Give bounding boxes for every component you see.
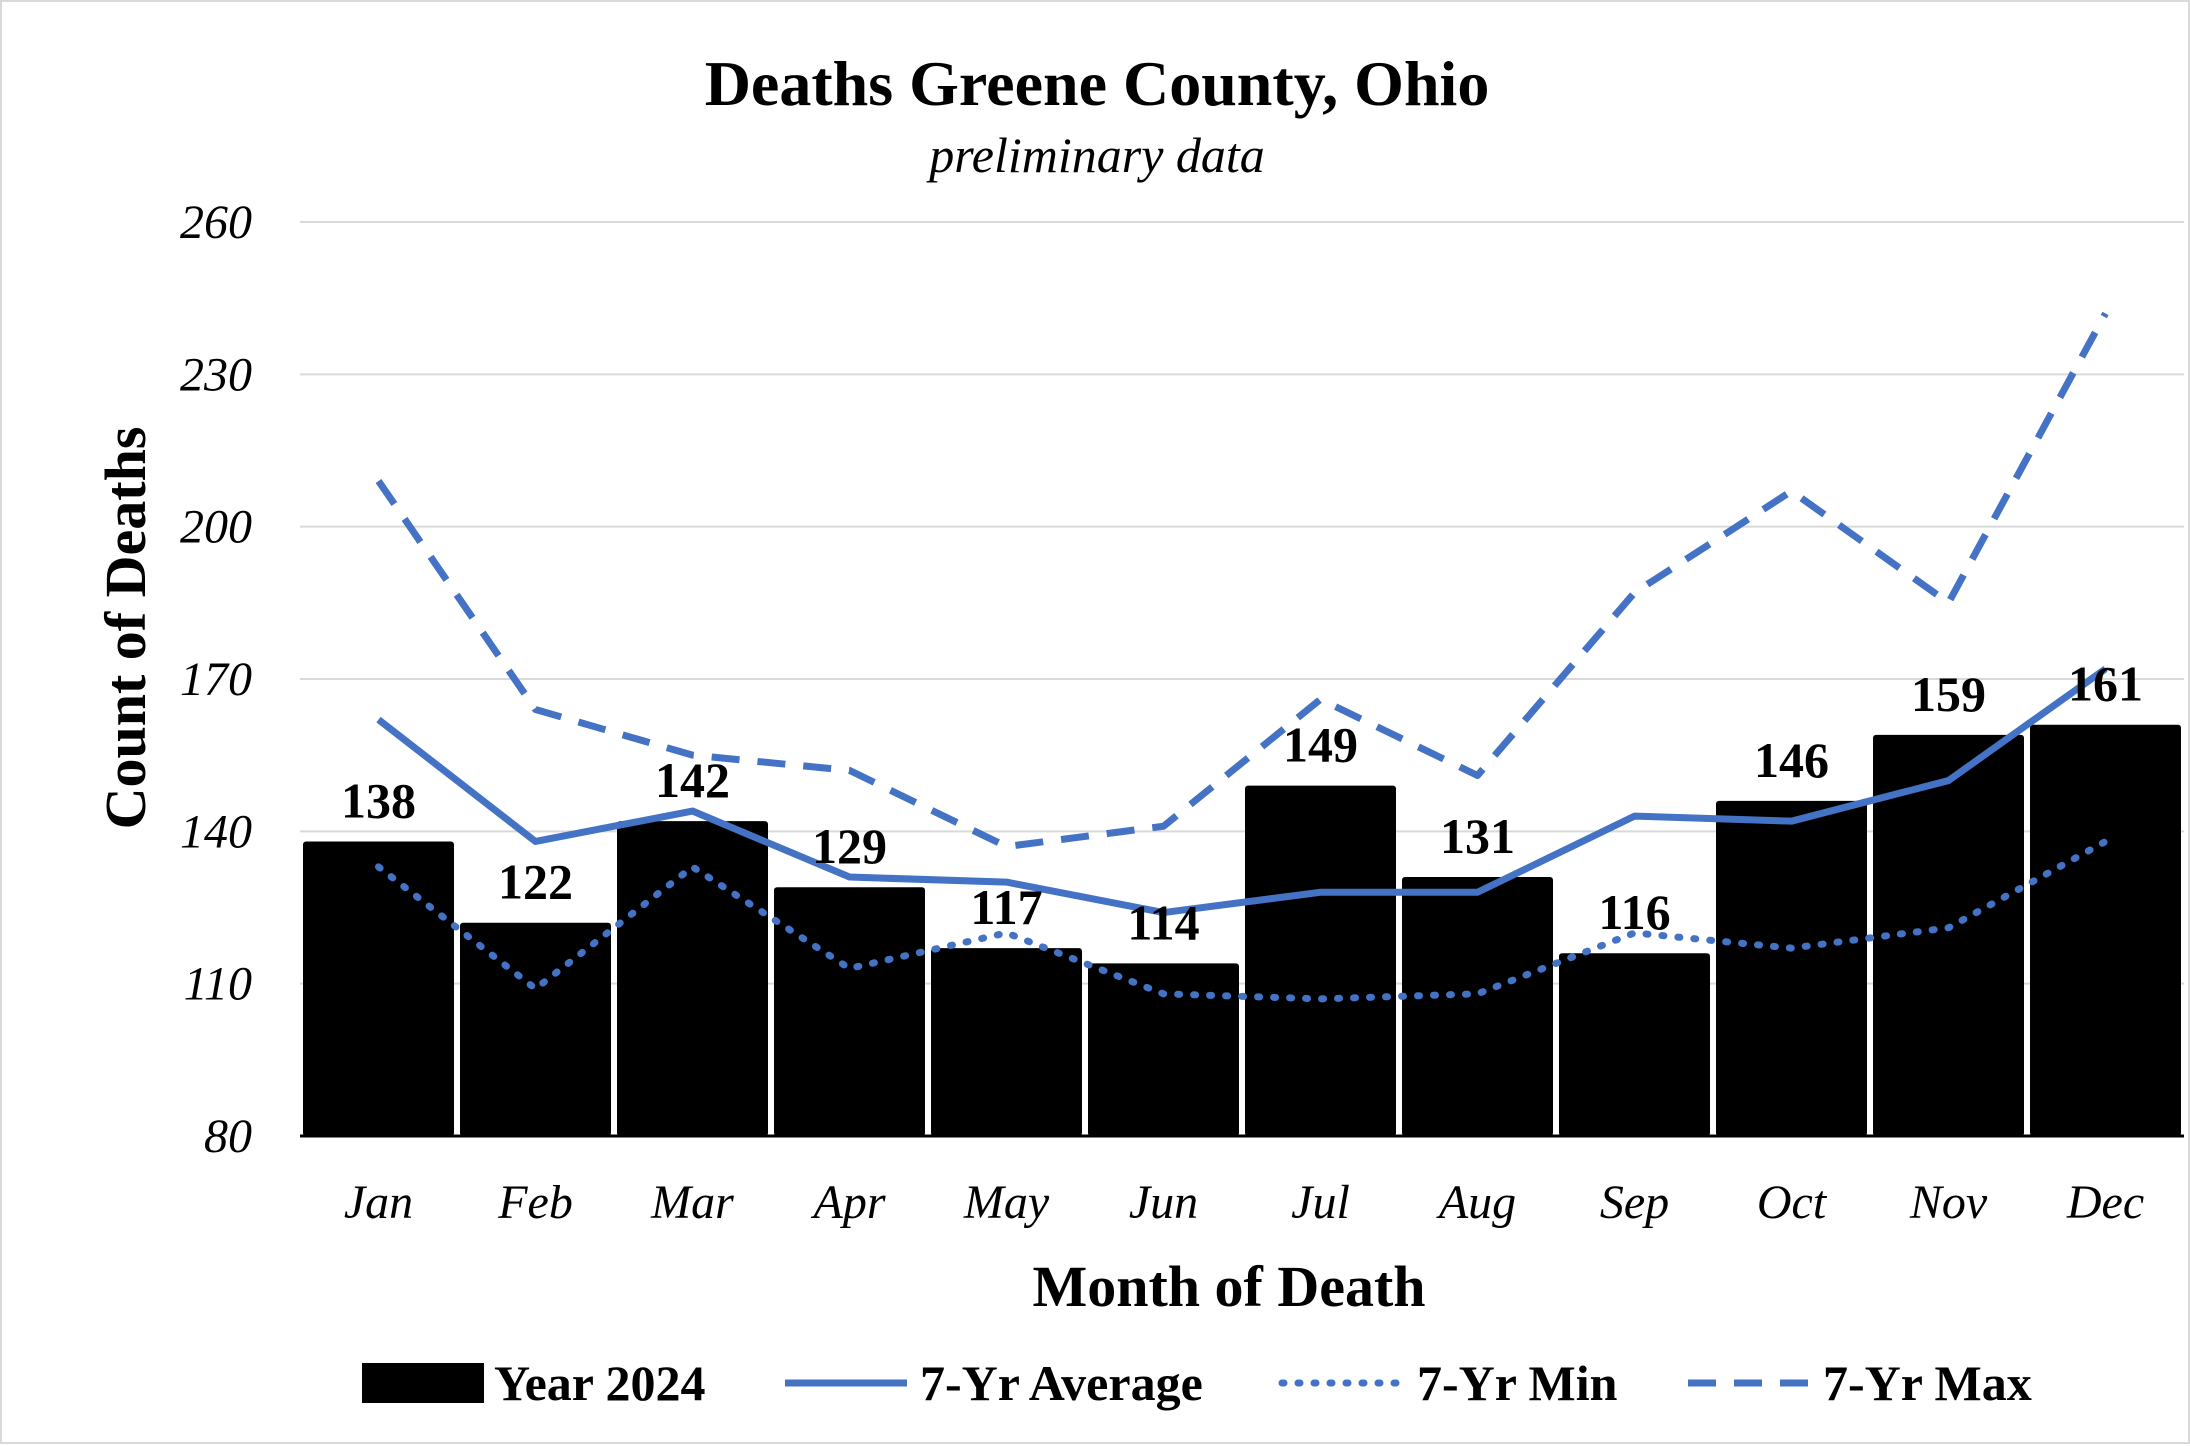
y-tick-label: 200 — [180, 501, 252, 554]
data-label: 129 — [812, 818, 887, 874]
line-series — [375, 311, 2109, 1003]
x-tick-label: Dec — [2066, 1176, 2144, 1229]
y-axis-ticks: 80 110 140 170 200 230 260 — [180, 196, 252, 1163]
y-tick-label: 170 — [180, 653, 252, 706]
legend-label: 7-Yr Min — [1417, 1355, 1618, 1411]
x-axis-label: Month of Death — [1032, 1254, 1425, 1319]
data-label: 131 — [1440, 808, 1515, 864]
data-label: 117 — [970, 879, 1042, 935]
y-axis-label: Count of Deaths — [93, 427, 158, 830]
y-tick-label: 140 — [180, 805, 252, 858]
series-line — [375, 311, 2109, 851]
x-tick-label: Apr — [811, 1176, 886, 1229]
data-label: 122 — [498, 854, 573, 910]
legend-item: 7-Yr Max — [1688, 1355, 2032, 1411]
bar — [1402, 877, 1553, 1136]
x-tick-label: Mar — [650, 1176, 734, 1229]
series-line — [375, 837, 2109, 1003]
bar — [1088, 963, 1239, 1136]
bar — [460, 922, 611, 1136]
x-tick-label: Aug — [1436, 1176, 1516, 1229]
legend-label: Year 2024 — [494, 1355, 706, 1411]
legend-item: 7-Yr Average — [785, 1355, 1203, 1411]
chart-subtitle: preliminary data — [926, 127, 1265, 183]
x-tick-label: Nov — [1909, 1176, 1988, 1229]
data-label: 146 — [1754, 732, 1829, 788]
x-tick-label: Feb — [497, 1176, 573, 1229]
bar — [2030, 724, 2181, 1136]
bar-series — [303, 724, 2181, 1136]
data-label: 138 — [341, 772, 416, 828]
data-label: 116 — [1598, 884, 1670, 940]
legend-item: 7-Yr Min — [1278, 1355, 1618, 1411]
legend-label: 7-Yr Max — [1823, 1355, 2032, 1411]
x-tick-label: Jul — [1291, 1176, 1350, 1229]
x-tick-label: Jun — [1129, 1176, 1198, 1229]
bar — [1245, 785, 1396, 1136]
chart-title: Deaths Greene County, Ohio — [705, 48, 1490, 119]
bar — [303, 841, 454, 1136]
y-tick-label: 260 — [180, 196, 252, 249]
legend-swatch — [362, 1363, 484, 1403]
bar — [931, 948, 1082, 1136]
series-line — [376, 665, 2108, 917]
y-tick-label: 110 — [184, 958, 252, 1011]
data-label: 142 — [655, 752, 730, 808]
y-tick-label: 80 — [204, 1110, 252, 1163]
data-label: 159 — [1911, 666, 1986, 722]
bar — [774, 887, 925, 1136]
x-tick-label: Jan — [344, 1176, 413, 1229]
data-label: 161 — [2068, 656, 2143, 712]
bar — [1559, 953, 1710, 1136]
data-labels: 138 122 142 129 117 114 149 131 116 146 159 161 — [341, 656, 2143, 951]
x-axis-ticks: Jan Feb Mar Apr May Jun Jul Aug Sep Oct Nov Dec — [344, 1176, 2144, 1229]
bar — [617, 821, 768, 1136]
legend-label: 7-Yr Average — [920, 1355, 1203, 1411]
data-label: 149 — [1283, 717, 1358, 773]
data-label: 114 — [1127, 894, 1199, 950]
bar — [1873, 734, 2024, 1136]
gridlines — [300, 221, 2184, 1138]
x-tick-label: Sep — [1600, 1176, 1669, 1229]
y-tick-label: 230 — [180, 348, 252, 401]
x-tick-label: Oct — [1757, 1176, 1828, 1229]
bar — [1716, 800, 1867, 1136]
legend-item: Year 2024 — [362, 1355, 706, 1411]
legend: Year 2024 7-Yr Average 7-Yr Min 7-Yr Max — [362, 1355, 2032, 1411]
x-tick-label: May — [963, 1176, 1050, 1229]
